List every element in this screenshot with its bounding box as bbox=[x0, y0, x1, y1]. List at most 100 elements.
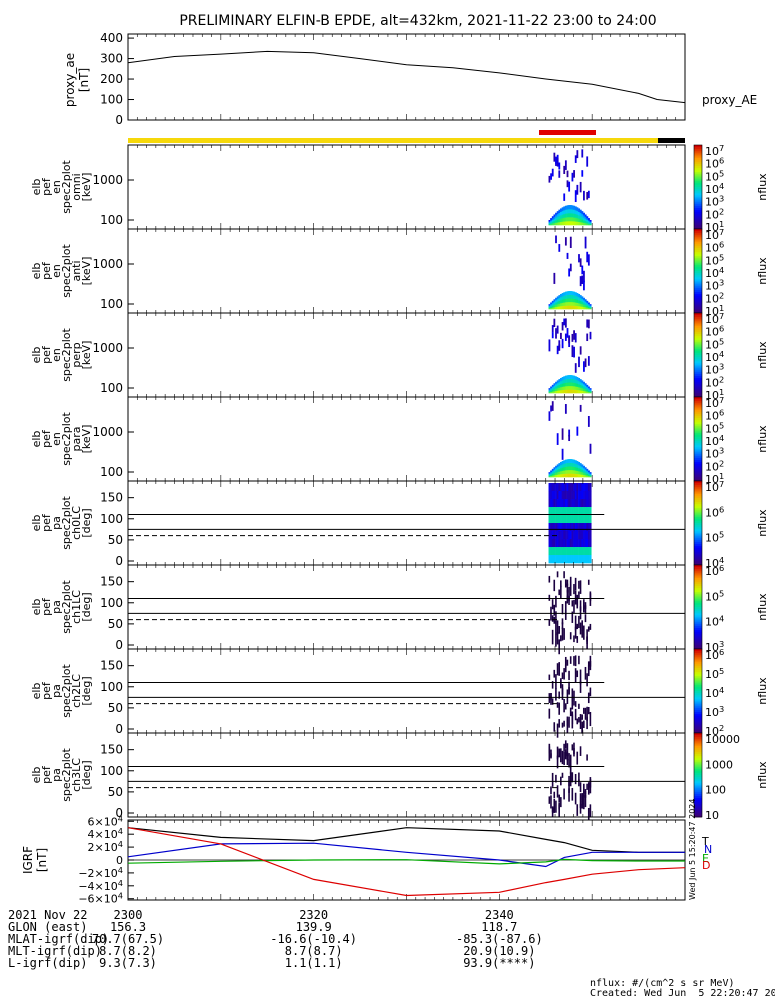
spec-cell bbox=[558, 515, 561, 524]
spec-dash bbox=[581, 275, 584, 285]
spec-dash bbox=[560, 580, 562, 587]
spec-dash bbox=[551, 772, 554, 787]
colorbar-swatch bbox=[694, 430, 702, 434]
spec-cell bbox=[573, 386, 576, 390]
spec-cell bbox=[571, 213, 574, 218]
spec-cell bbox=[583, 390, 585, 394]
spec-cell bbox=[553, 389, 556, 392]
colorbar-swatch bbox=[694, 756, 702, 759]
colorbar-swatch bbox=[694, 292, 702, 295]
spec-dash bbox=[576, 426, 579, 436]
spec-cell bbox=[566, 382, 569, 387]
y-tick-label: 0 bbox=[115, 806, 123, 820]
colorbar-tick-label: 107 bbox=[705, 227, 724, 242]
spec-cell bbox=[587, 306, 590, 308]
spec-cell bbox=[551, 307, 554, 310]
spec-cell bbox=[563, 298, 566, 303]
spec-cell bbox=[584, 301, 587, 304]
colorbar-swatch bbox=[694, 632, 702, 635]
colorbar-swatch bbox=[694, 205, 702, 209]
colorbar-swatch bbox=[694, 331, 702, 335]
colorbar-tick-label: 103 bbox=[705, 362, 724, 377]
spec-cell bbox=[569, 385, 572, 390]
colorbar-swatch bbox=[694, 147, 702, 150]
colorbar-swatch bbox=[694, 695, 702, 698]
spec-frame bbox=[127, 312, 686, 398]
spec-cell bbox=[584, 483, 587, 492]
colorbar-swatch bbox=[694, 306, 702, 310]
colorbar-swatch bbox=[694, 737, 702, 740]
spec-dash bbox=[571, 600, 574, 607]
spec-cell bbox=[560, 293, 562, 298]
colorbar-swatch bbox=[694, 474, 702, 478]
spec-dash bbox=[569, 771, 572, 787]
colorbar-swatch bbox=[694, 478, 702, 482]
colorbar-swatch bbox=[694, 634, 702, 637]
igrf-legend-N: N bbox=[704, 843, 712, 856]
spec-dash bbox=[589, 777, 592, 788]
spec-cell bbox=[579, 523, 582, 532]
spec-dash bbox=[574, 701, 577, 707]
spec-dash bbox=[558, 719, 560, 728]
spec-cell bbox=[550, 218, 553, 220]
spec-dash bbox=[553, 608, 556, 616]
spec-cell bbox=[579, 218, 582, 223]
orbit-cell-2340: 118.7 bbox=[481, 920, 518, 934]
colorbar-swatch bbox=[694, 457, 702, 461]
y-tick-label: 150 bbox=[100, 743, 123, 757]
spec-cell bbox=[581, 531, 584, 540]
colorbar-swatch bbox=[694, 327, 702, 331]
spec-cell bbox=[564, 507, 567, 516]
spec-dash bbox=[551, 629, 554, 645]
spec-cell bbox=[578, 208, 581, 213]
spec-cell bbox=[550, 475, 553, 478]
colorbar-swatch bbox=[694, 575, 702, 578]
spec-cell bbox=[573, 499, 576, 508]
colorbar-tick-label: 105 bbox=[705, 530, 724, 545]
colorbar-swatch bbox=[694, 405, 702, 408]
colorbar-swatch bbox=[694, 367, 702, 371]
spec-cell bbox=[556, 507, 559, 516]
spec-cell bbox=[555, 381, 558, 385]
spec-cell bbox=[556, 382, 559, 386]
spec-dash bbox=[556, 571, 559, 578]
spec-cell bbox=[556, 301, 559, 305]
colorbar-swatch bbox=[694, 762, 702, 765]
colorbar-swatch bbox=[694, 592, 702, 595]
spec-cell bbox=[584, 383, 587, 386]
spec-dash bbox=[573, 346, 575, 358]
spec-cell bbox=[558, 555, 561, 564]
spec-dash bbox=[548, 575, 551, 583]
spec-cell bbox=[560, 515, 562, 524]
spec-cell bbox=[576, 461, 579, 465]
spec-cell bbox=[550, 499, 553, 508]
colorbar-swatch bbox=[694, 613, 702, 616]
spec-cell bbox=[561, 473, 564, 478]
spec-dash bbox=[550, 612, 552, 621]
spec-cell bbox=[561, 210, 564, 215]
spec-dash bbox=[566, 252, 569, 259]
spec-cell bbox=[573, 466, 576, 471]
y-tick-label: 50 bbox=[108, 533, 123, 547]
spec-dash bbox=[586, 706, 588, 721]
colorbar-swatch bbox=[694, 283, 702, 287]
spec-cell bbox=[573, 547, 576, 556]
spec-dash bbox=[586, 156, 589, 167]
spec-dash bbox=[589, 331, 592, 340]
spec-dash bbox=[555, 235, 557, 244]
spec-cell bbox=[568, 515, 571, 524]
spec-cell bbox=[583, 306, 585, 310]
colorbar-swatch bbox=[694, 546, 702, 549]
spec-cell bbox=[589, 223, 592, 225]
spec-cell bbox=[563, 217, 566, 222]
spec-dash bbox=[555, 157, 557, 164]
spec-cell bbox=[551, 539, 554, 548]
spec-dash bbox=[569, 576, 572, 591]
colorbar-swatch bbox=[694, 533, 702, 536]
spec-cell bbox=[587, 303, 590, 306]
spec-dash bbox=[569, 263, 572, 272]
spec-dash bbox=[579, 276, 582, 287]
spec-dash bbox=[579, 404, 582, 412]
colorbar-tick-label: 102 bbox=[705, 723, 724, 738]
spec-dash bbox=[566, 689, 569, 704]
